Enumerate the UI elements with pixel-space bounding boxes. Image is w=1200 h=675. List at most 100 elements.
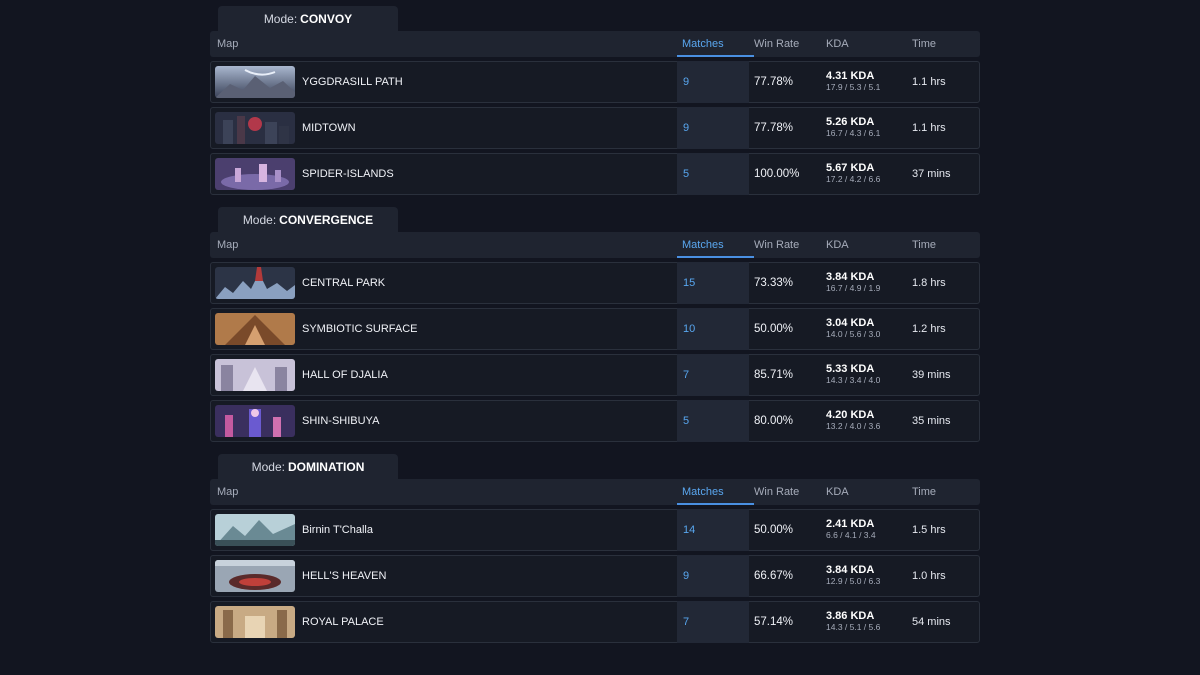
mode-section-convergence: Mode: CONVERGENCE Map Matches Win Rate KD…	[210, 207, 980, 442]
kda-detail: 14.3 / 3.4 / 4.0	[826, 375, 881, 385]
play-time: 1.0 hrs	[912, 570, 946, 582]
win-rate: 77.78%	[754, 76, 794, 88]
mode-label: Mode:	[263, 11, 298, 26]
kda-ratio: 4.20 KDA	[826, 409, 875, 421]
kda-ratio: 3.86 KDA	[826, 610, 875, 622]
map-name: ROYAL PALACE	[302, 616, 384, 628]
play-time: 39 mins	[912, 369, 951, 381]
win-rate: 50.00%	[754, 323, 794, 335]
win-rate: 57.14%	[754, 616, 794, 628]
kda-ratio: 3.84 KDA	[826, 564, 875, 576]
column-matches[interactable]: Matches	[677, 232, 754, 258]
column-kda[interactable]: KDA	[826, 239, 849, 251]
play-time: 1.8 hrs	[912, 277, 946, 289]
map-stats-panel: Mode: CONVOY Map Matches Win Rate KDA Tim…	[210, 6, 980, 643]
column-map[interactable]: Map	[217, 38, 239, 50]
kda-ratio: 2.41 KDA	[826, 518, 875, 530]
matches-count: 15	[677, 262, 749, 304]
map-name: CENTRAL PARK	[302, 277, 386, 289]
matches-count: 7	[677, 354, 749, 396]
mode-label: Mode:	[251, 459, 285, 474]
column-kda[interactable]: KDA	[826, 486, 849, 498]
mode-tab[interactable]: Mode: CONVERGENCE	[218, 207, 398, 232]
map-name: SYMBIOTIC SURFACE	[302, 323, 418, 335]
column-win-rate[interactable]: Win Rate	[754, 239, 800, 251]
map-name: MIDTOWN	[302, 122, 356, 134]
table-row[interactable]: SYMBIOTIC SURFACE 10 50.00% 3.04 KDA 14.0…	[210, 308, 980, 350]
kda-ratio: 4.31 KDA	[826, 70, 875, 82]
map-thumbnail	[215, 158, 295, 190]
table-row[interactable]: SHIN-SHIBUYA 5 80.00% 4.20 KDA 13.2 / 4.0…	[210, 400, 980, 442]
win-rate: 77.78%	[754, 122, 794, 134]
map-name: YGGDRASILL PATH	[302, 76, 403, 88]
mode-tab[interactable]: Mode: DOMINATION	[218, 454, 398, 479]
win-rate: 100.00%	[754, 168, 800, 180]
map-thumbnail	[215, 405, 295, 437]
map-name: HALL OF DJALIA	[302, 369, 388, 381]
table-row[interactable]: CENTRAL PARK 15 73.33% 3.84 KDA 16.7 / 4.…	[210, 262, 980, 304]
mode-name: CONVERGENCE	[279, 212, 374, 227]
table-header: Map Matches Win Rate KDA Time	[210, 31, 980, 57]
table-row[interactable]: YGGDRASILL PATH 9 77.78% 4.31 KDA 17.9 / …	[210, 61, 980, 103]
matches-count: 14	[677, 509, 749, 551]
play-time: 37 mins	[912, 168, 951, 180]
column-win-rate[interactable]: Win Rate	[754, 38, 800, 50]
table-header: Map Matches Win Rate KDA Time	[210, 232, 980, 258]
win-rate: 85.71%	[754, 369, 794, 381]
map-thumbnail	[215, 606, 295, 638]
kda-ratio: 5.26 KDA	[826, 116, 875, 128]
map-thumbnail	[215, 112, 295, 144]
kda-cell: 5.26 KDA 16.7 / 4.3 / 6.1	[826, 116, 880, 139]
kda-ratio: 5.33 KDA	[826, 363, 875, 375]
matches-count: 7	[677, 601, 749, 643]
play-time: 35 mins	[912, 415, 951, 427]
kda-detail: 12.9 / 5.0 / 6.3	[826, 576, 881, 586]
mode-name: CONVOY	[300, 11, 353, 26]
mode-section-convoy: Mode: CONVOY Map Matches Win Rate KDA Tim…	[210, 6, 980, 195]
table-row[interactable]: ROYAL PALACE 7 57.14% 3.86 KDA 14.3 / 5.1…	[210, 601, 980, 643]
table-row[interactable]: Birnin T'Challa 14 50.00% 2.41 KDA 6.6 / …	[210, 509, 980, 551]
map-thumbnail	[215, 359, 295, 391]
column-win-rate[interactable]: Win Rate	[754, 486, 800, 498]
kda-ratio: 3.84 KDA	[826, 271, 875, 283]
column-kda[interactable]: KDA	[826, 38, 849, 50]
win-rate: 80.00%	[754, 415, 794, 427]
kda-detail: 14.0 / 5.6 / 3.0	[826, 329, 881, 339]
mode-section-domination: Mode: DOMINATION Map Matches Win Rate KDA…	[210, 454, 980, 643]
map-thumbnail	[215, 267, 295, 299]
table-row[interactable]: MIDTOWN 9 77.78% 5.26 KDA 16.7 / 4.3 / 6.…	[210, 107, 980, 149]
kda-ratio: 5.67 KDA	[826, 162, 875, 174]
table-row[interactable]: HALL OF DJALIA 7 85.71% 5.33 KDA 14.3 / 3…	[210, 354, 980, 396]
kda-cell: 3.84 KDA 16.7 / 4.9 / 1.9	[826, 271, 880, 294]
kda-cell: 3.84 KDA 12.9 / 5.0 / 6.3	[826, 564, 880, 587]
matches-count: 9	[677, 61, 749, 103]
matches-count: 9	[677, 107, 749, 149]
column-time[interactable]: Time	[912, 486, 937, 498]
map-name: SPIDER-ISLANDS	[302, 168, 394, 180]
column-matches[interactable]: Matches	[677, 479, 754, 505]
win-rate: 50.00%	[754, 524, 794, 536]
kda-detail: 6.6 / 4.1 / 3.4	[826, 530, 876, 540]
mode-label: Mode:	[242, 212, 277, 227]
map-name: HELL'S HEAVEN	[302, 570, 387, 582]
play-time: 1.2 hrs	[912, 323, 946, 335]
column-time[interactable]: Time	[912, 239, 937, 251]
kda-ratio: 3.04 KDA	[826, 317, 875, 329]
win-rate: 66.67%	[754, 570, 794, 582]
kda-cell: 3.04 KDA 14.0 / 5.6 / 3.0	[826, 317, 880, 340]
column-matches[interactable]: Matches	[677, 31, 754, 57]
mode-tab[interactable]: Mode: CONVOY	[218, 6, 398, 31]
column-map[interactable]: Map	[217, 239, 239, 251]
map-thumbnail	[215, 313, 295, 345]
map-thumbnail	[215, 66, 295, 98]
table-row[interactable]: SPIDER-ISLANDS 5 100.00% 5.67 KDA 17.2 / …	[210, 153, 980, 195]
column-map[interactable]: Map	[217, 486, 239, 498]
kda-cell: 2.41 KDA 6.6 / 4.1 / 3.4	[826, 518, 876, 541]
column-time[interactable]: Time	[912, 38, 937, 50]
table-row[interactable]: HELL'S HEAVEN 9 66.67% 3.84 KDA 12.9 / 5.…	[210, 555, 980, 597]
matches-count: 10	[677, 308, 749, 350]
play-time: 1.5 hrs	[912, 524, 946, 536]
kda-detail: 13.2 / 4.0 / 3.6	[826, 421, 881, 431]
kda-detail: 17.9 / 5.3 / 5.1	[826, 82, 881, 92]
mode-name: DOMINATION	[287, 459, 365, 474]
